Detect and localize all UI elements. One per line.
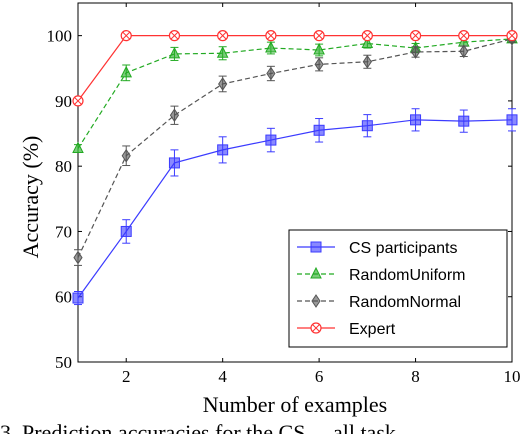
series-randomnormal — [73, 31, 517, 266]
data-point — [361, 30, 373, 42]
x-tick-label: 8 — [411, 367, 420, 386]
marker-cross — [363, 31, 372, 40]
y-tick-label: 100 — [47, 27, 73, 46]
legend-marker — [310, 266, 322, 279]
y-tick-label: 70 — [55, 222, 72, 241]
series-layer — [72, 30, 518, 306]
data-point — [410, 114, 422, 126]
data-point — [458, 30, 470, 42]
x-tick-label: 2 — [122, 367, 131, 386]
marker-cross — [508, 31, 516, 40]
data-point — [362, 54, 372, 69]
data-point — [217, 144, 229, 156]
legend-label: CS participants — [349, 240, 458, 257]
data-point — [73, 250, 83, 265]
data-point — [410, 45, 421, 59]
data-point — [120, 225, 132, 237]
data-point — [72, 292, 84, 304]
data-point — [120, 30, 132, 42]
y-tick-label: 60 — [55, 288, 72, 307]
x-tick-label: 10 — [504, 367, 521, 386]
marker-cross — [122, 31, 131, 40]
legend-label: RandomUniform — [349, 267, 465, 284]
data-point — [266, 66, 276, 81]
data-point — [120, 65, 133, 78]
marker-cross — [459, 31, 468, 40]
marker-cross — [312, 324, 320, 332]
series-cs-participants — [72, 108, 518, 306]
x-axis-label: Number of examples — [203, 392, 388, 417]
legend-label: Expert — [349, 321, 396, 338]
series-line — [77, 38, 513, 258]
data-point — [265, 134, 277, 146]
plot-frame — [77, 2, 513, 363]
data-point — [218, 77, 228, 91]
marker-cross — [74, 97, 82, 105]
y-tick-label: 80 — [55, 157, 72, 176]
data-point — [72, 141, 84, 154]
data-point — [314, 57, 324, 72]
marker-cross — [267, 31, 275, 40]
data-point — [216, 46, 229, 58]
axes: 2 4 6 8 10 50 60 70 80 90 100 — [47, 2, 521, 386]
x-tick-label: 6 — [315, 367, 324, 386]
y-tick-label: 90 — [55, 92, 72, 111]
data-point — [121, 148, 131, 163]
marker-cross — [411, 31, 420, 40]
data-point — [313, 30, 325, 42]
legend: CS participants RandomUniform RandomNormal… — [288, 229, 508, 348]
data-point — [72, 95, 84, 107]
legend-marker — [310, 322, 322, 334]
figure-caption: 3. Prediction accuracies for the CS ... … — [0, 420, 396, 434]
data-point — [265, 30, 277, 42]
marker-cross — [315, 31, 323, 40]
data-point — [506, 30, 518, 42]
data-point — [265, 40, 277, 53]
legend-marker — [311, 294, 321, 308]
legend-item-randomuniform: RandomUniform — [297, 266, 465, 284]
series-line — [77, 119, 513, 299]
legend-item-cs-participants: CS participants — [297, 240, 458, 257]
data-point — [217, 30, 229, 42]
marker-cross — [218, 31, 227, 40]
data-point — [459, 44, 469, 59]
series-line — [77, 38, 513, 149]
y-axis-label: Accuracy (%) — [18, 136, 43, 259]
x-tick-label: 4 — [218, 367, 227, 386]
data-point — [168, 157, 180, 169]
data-point — [361, 120, 373, 132]
data-point — [313, 42, 325, 55]
y-tick-label: 50 — [55, 353, 72, 372]
series-line — [77, 35, 512, 102]
marker-cross — [170, 31, 179, 40]
data-point — [361, 36, 374, 48]
data-point — [409, 30, 422, 42]
legend-item-expert: Expert — [297, 321, 396, 338]
data-point — [458, 115, 470, 127]
series-expert — [72, 30, 518, 107]
data-point — [506, 114, 518, 126]
data-point — [169, 108, 180, 123]
legend-label: RandomNormal — [349, 294, 461, 311]
legend-item-randomnormal: RandomNormal — [297, 294, 461, 311]
data-point — [168, 30, 181, 42]
legend-marker — [310, 241, 322, 253]
data-point — [168, 46, 181, 59]
data-point — [313, 124, 325, 136]
